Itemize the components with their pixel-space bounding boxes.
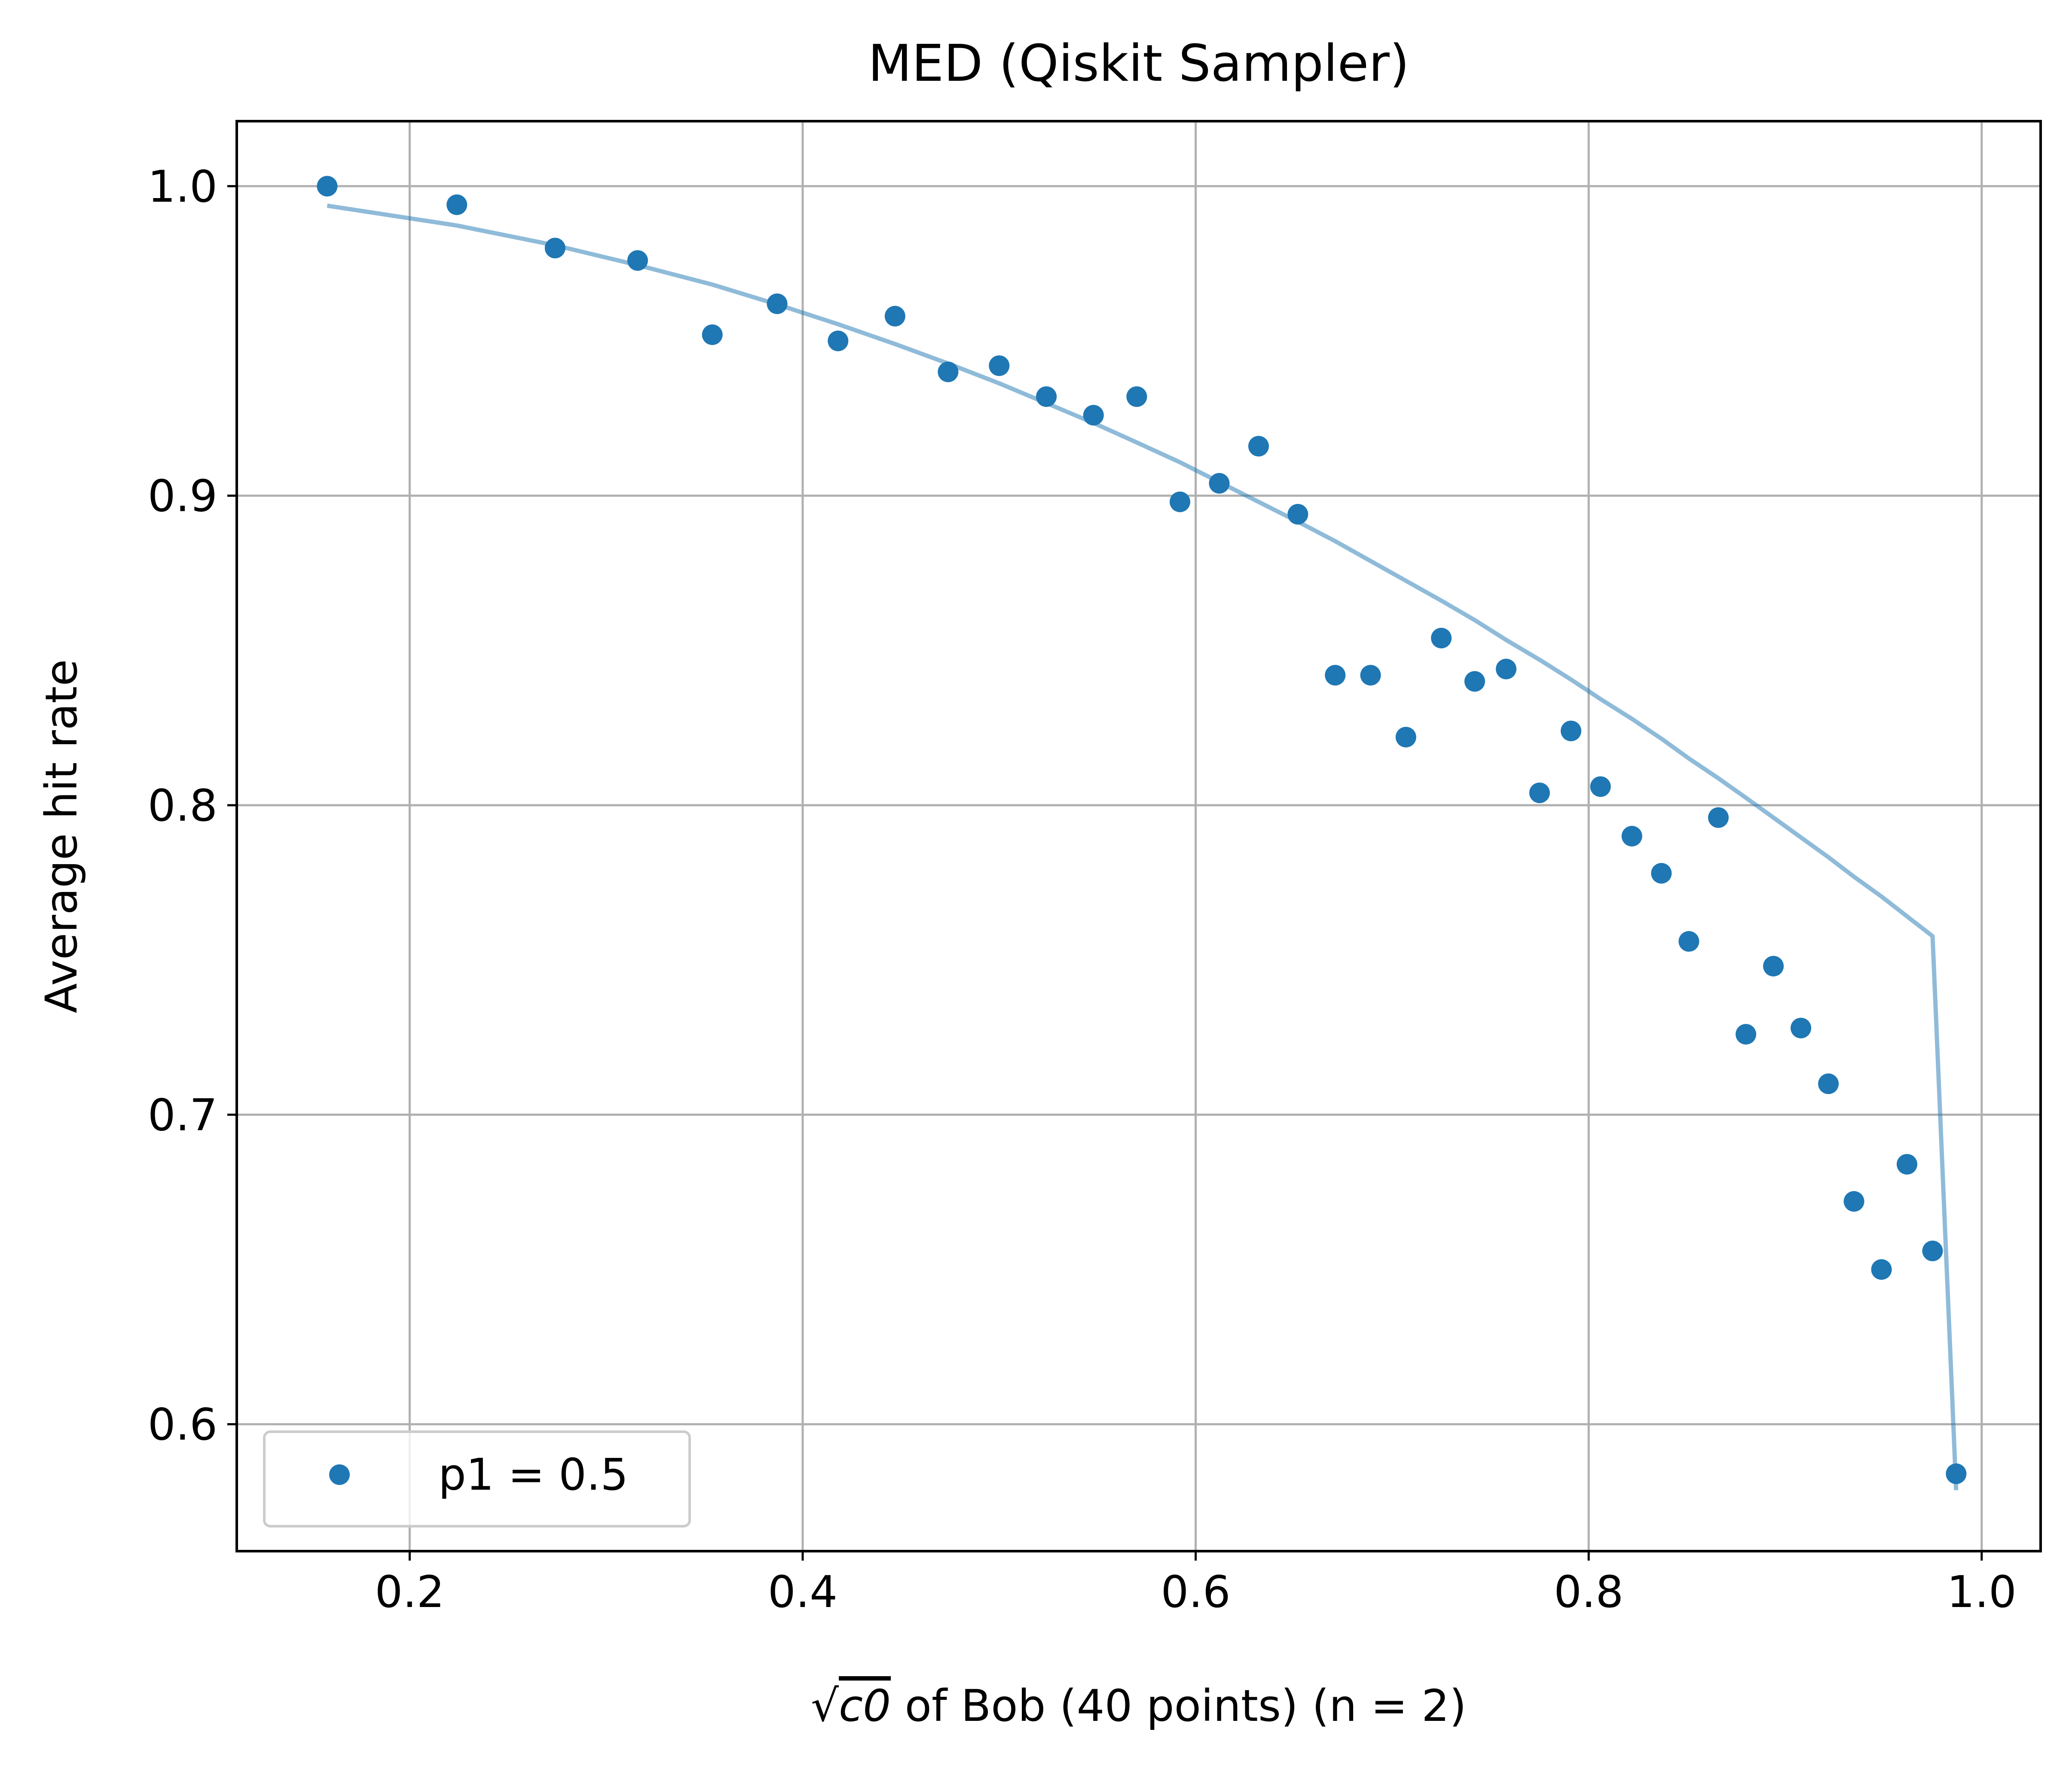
x-tick-label: 1.0 <box>1947 1567 2017 1618</box>
data-point <box>317 176 338 197</box>
data-point <box>1248 436 1269 457</box>
sqrt-symbol: √ <box>811 1680 839 1732</box>
x-axis-label: √c0 of Bob (40 points) (n = 2) <box>811 1680 1467 1732</box>
data-point <box>1496 659 1517 679</box>
legend-box <box>263 1430 691 1528</box>
data-point <box>1395 727 1416 748</box>
grid <box>237 121 2041 1551</box>
legend: p1 = 0.5 <box>263 1430 691 1528</box>
y-tick-label: 0.8 <box>148 780 217 831</box>
data-point <box>446 194 468 215</box>
data-point <box>1708 807 1729 828</box>
data-point <box>1529 782 1550 804</box>
data-point <box>828 330 849 351</box>
data-point <box>1287 504 1308 525</box>
data-point <box>1678 931 1699 952</box>
chart-title: MED (Qiskit Sampler) <box>868 34 1409 93</box>
data-point <box>544 238 565 259</box>
x-tick-label: 0.4 <box>768 1567 837 1618</box>
y-tick-label: 0.9 <box>148 471 217 522</box>
data-point <box>1083 405 1104 426</box>
data-point <box>1843 1191 1864 1212</box>
data-point <box>1209 473 1230 494</box>
y-axis-ticks: 0.6 0.7 0.8 0.9 1.0 <box>148 161 237 1451</box>
data-point <box>1360 665 1381 686</box>
data-point <box>1946 1463 1967 1484</box>
y-tick-label: 0.6 <box>148 1399 217 1451</box>
data-point <box>702 324 723 345</box>
data-point <box>1897 1154 1917 1175</box>
y-tick-label: 0.7 <box>148 1090 217 1141</box>
data-point <box>1791 1017 1812 1039</box>
data-point <box>1818 1073 1839 1094</box>
data-point <box>1561 721 1582 742</box>
data-point <box>1763 956 1784 977</box>
data-point <box>884 306 905 327</box>
data-point <box>1036 386 1057 407</box>
data-point <box>1736 1024 1757 1045</box>
data-point <box>1464 671 1485 692</box>
fit-curve-layer <box>327 203 1959 1491</box>
plot-area <box>237 121 2041 1551</box>
data-point <box>627 250 648 271</box>
data-point <box>1922 1240 1943 1262</box>
data-point <box>1651 863 1672 884</box>
data-point <box>1170 492 1190 512</box>
fit-curve <box>327 203 1959 1491</box>
data-point <box>1621 826 1642 846</box>
data-point <box>989 355 1010 376</box>
x-axis-ticks: 0.2 0.4 0.6 0.8 1.0 <box>375 1551 2017 1618</box>
legend-label: p1 = 0.5 <box>438 1449 628 1500</box>
data-point <box>1126 386 1147 407</box>
plot-frame <box>235 120 2042 1552</box>
data-points-layer <box>317 176 1967 1484</box>
data-point <box>767 293 788 314</box>
y-axis-label: Average hit rate <box>36 659 87 1013</box>
x-tick-label: 0.2 <box>375 1567 444 1618</box>
data-point <box>1325 665 1346 686</box>
legend-marker <box>329 1464 350 1485</box>
x-tick-label: 0.6 <box>1161 1567 1231 1618</box>
data-point <box>1871 1259 1892 1280</box>
data-point <box>1590 776 1611 797</box>
x-axis-label-text: of Bob (40 points) (n = 2) <box>891 1680 1467 1732</box>
data-point <box>1431 628 1452 648</box>
y-tick-label: 1.0 <box>148 161 217 212</box>
x-axis-label-variable: c0 <box>839 1680 891 1732</box>
x-tick-label: 0.8 <box>1554 1567 1623 1618</box>
data-point <box>938 361 959 382</box>
